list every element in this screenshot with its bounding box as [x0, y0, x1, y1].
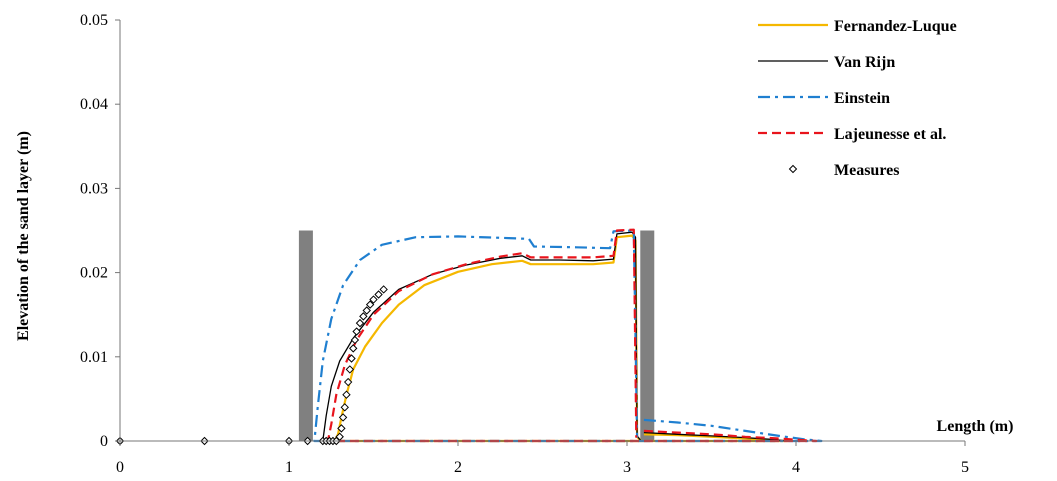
y-axis-title: Elevation of the sand layer (m)	[15, 131, 32, 341]
y-axis-label: Elevation of the sand layer (m)	[15, 131, 32, 341]
wall-markers	[298, 230, 655, 441]
measure-point	[352, 327, 361, 336]
legend-label: Van Rijn	[834, 54, 895, 71]
series-line	[313, 229, 823, 443]
y-tick-label: 0.03	[80, 180, 108, 197]
measure-point	[338, 413, 348, 422]
y-tick-label: 0.04	[80, 96, 108, 113]
measure-point	[342, 390, 351, 399]
x-tick-label: 5	[961, 459, 969, 476]
measure-point	[335, 432, 344, 441]
measure-point	[365, 300, 375, 309]
wall-bar	[640, 230, 655, 441]
measure-point	[359, 312, 368, 321]
x-tick-label: 2	[454, 459, 462, 476]
x-axis-label: Length (m)	[937, 418, 1014, 435]
legend: Fernandez-Luque Van Rijn Einstein Lajeuness…	[758, 18, 957, 179]
y-tick-label: 0	[100, 433, 108, 450]
y-ticks: 0 0.01 0.02 0.03 0.04 0.05	[80, 12, 120, 450]
measure-point	[345, 365, 355, 374]
wall-bar	[298, 230, 313, 441]
x-tick-label: 3	[623, 459, 631, 476]
legend-label: Einstein	[834, 90, 890, 107]
measure-point	[350, 335, 360, 345]
series-line	[326, 228, 818, 443]
measure-point	[340, 403, 349, 412]
legend-label: Measures	[834, 162, 899, 179]
y-tick-label: 0.02	[80, 265, 108, 282]
measure-point	[343, 377, 353, 387]
x-tick-label: 1	[285, 459, 293, 476]
measure-point	[379, 285, 388, 294]
measure-point	[349, 344, 358, 353]
measure-markers	[115, 285, 388, 446]
y-tick-label: 0.05	[80, 12, 108, 29]
measure-point	[369, 295, 378, 304]
x-tick-label: 0	[116, 459, 124, 476]
x-ticks: 0 1 2 3 4 5	[116, 441, 969, 476]
series-lines	[313, 228, 823, 443]
y-tick-label: 0.01	[80, 349, 108, 366]
measure-point	[337, 424, 346, 433]
measure-point	[362, 306, 371, 315]
measure-point	[347, 354, 356, 363]
series-line	[333, 234, 789, 443]
legend-label: Fernandez-Luque	[834, 18, 957, 35]
legend-label: Lajeunesse et al.	[834, 126, 946, 143]
measure-point	[374, 290, 383, 299]
measure-point	[355, 318, 365, 328]
x-tick-label: 4	[792, 459, 800, 476]
legend-swatch	[788, 164, 798, 174]
